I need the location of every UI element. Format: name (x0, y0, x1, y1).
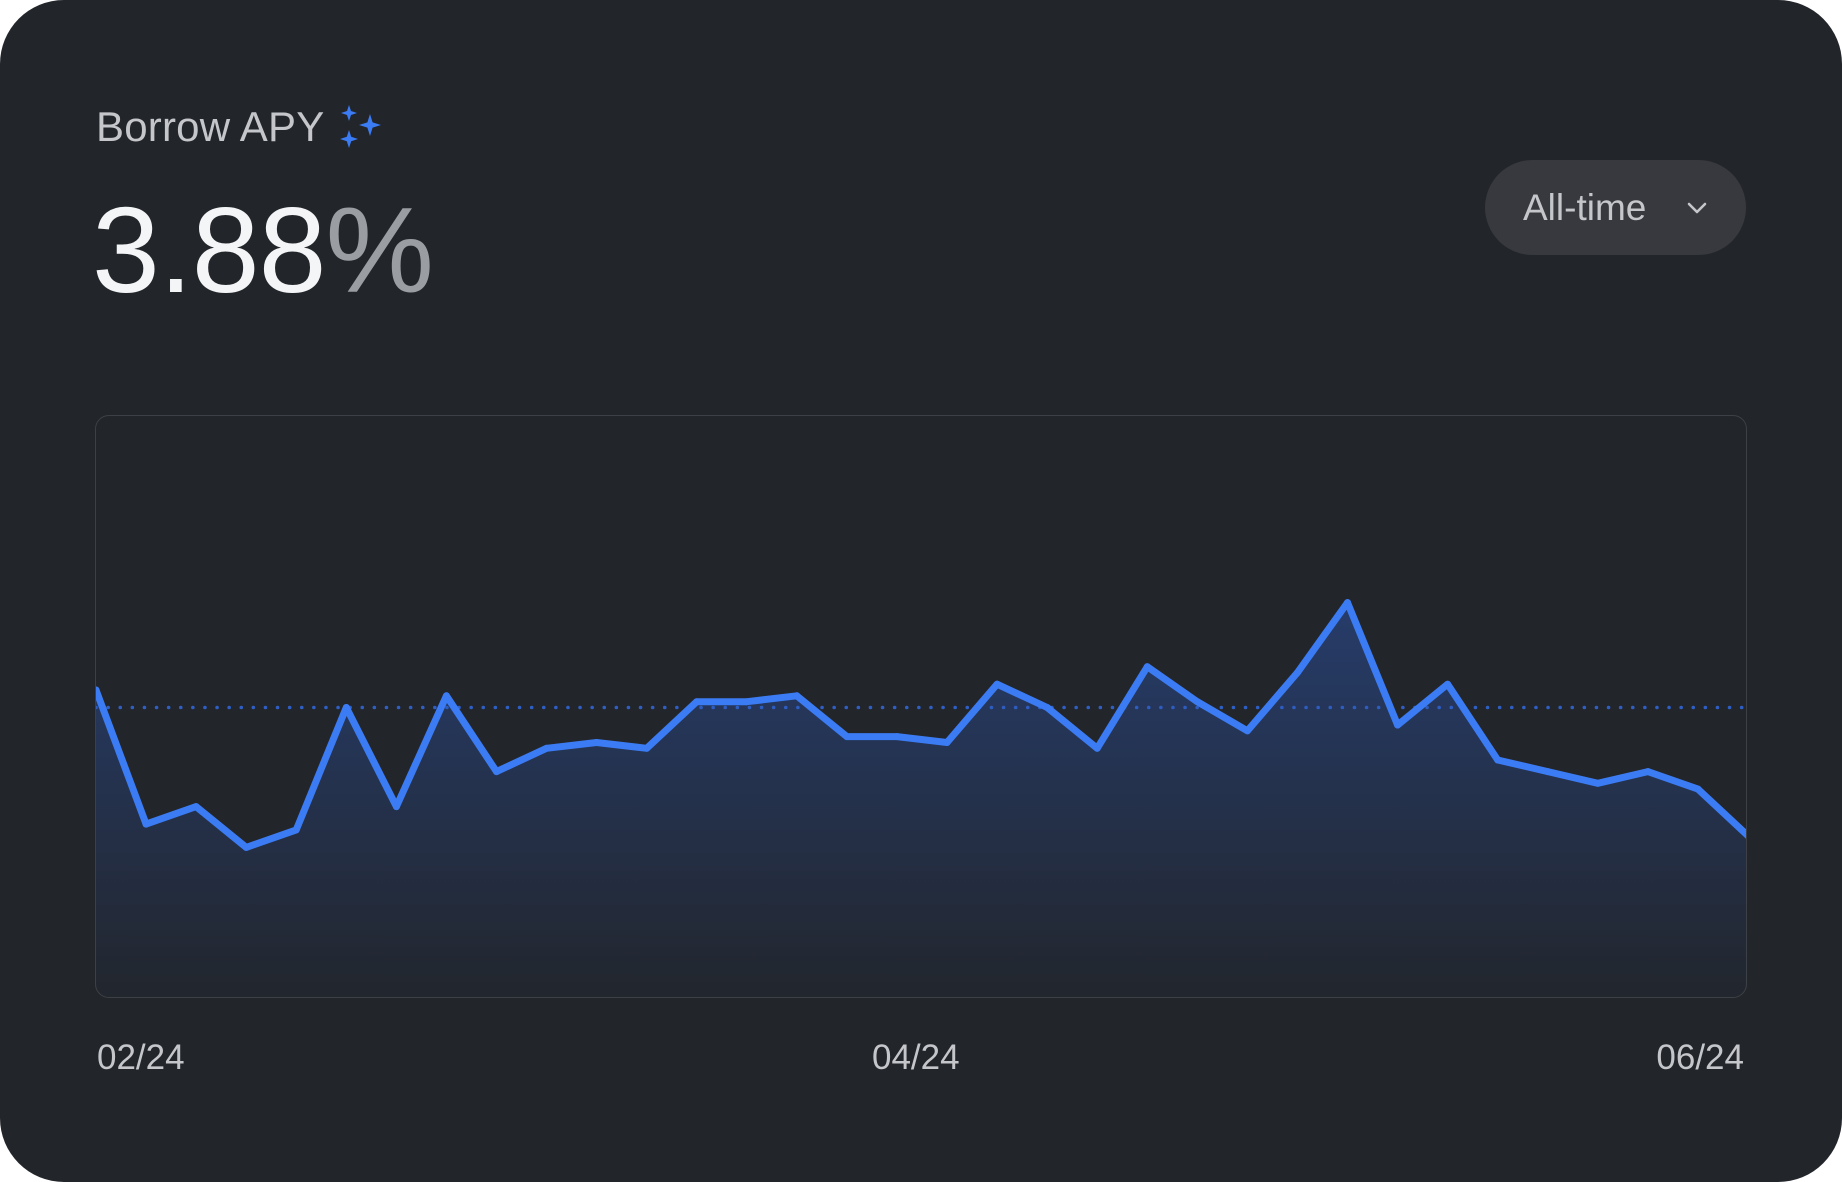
data-point (1294, 669, 1301, 676)
data-point (1544, 768, 1552, 776)
data-point (1494, 756, 1502, 764)
x-tick-label: 04/24 (872, 1038, 960, 1077)
data-point (493, 768, 500, 776)
data-point (142, 820, 150, 828)
data-point (1744, 832, 1746, 839)
data-point (1344, 599, 1351, 607)
series-line (96, 599, 1746, 851)
chevron-down-icon (1687, 202, 1707, 214)
data-point (392, 803, 400, 811)
data-point (793, 692, 801, 700)
data-point (943, 739, 951, 746)
x-tick-label: 06/24 (1656, 1038, 1744, 1077)
data-point (1444, 680, 1452, 688)
time-range-dropdown[interactable]: All-time (1485, 160, 1746, 255)
data-point (593, 739, 601, 746)
data-point (1093, 744, 1101, 752)
data-point (1243, 727, 1251, 735)
card-title: Borrow APY (96, 103, 325, 150)
data-point (993, 680, 1001, 688)
time-range-label: All-time (1523, 187, 1647, 228)
data-point (1193, 698, 1201, 706)
data-point (292, 826, 300, 834)
apy-chart-svg (96, 599, 1746, 997)
x-tick-label: 02/24 (97, 1038, 185, 1077)
data-point (1394, 721, 1402, 729)
series-area (96, 602, 1746, 997)
apy-number: 3.88 (92, 182, 326, 318)
data-point (1143, 663, 1151, 671)
data-point (1694, 785, 1702, 793)
data-point (242, 843, 250, 851)
data-point (442, 692, 450, 700)
sparkle-icon (340, 105, 382, 148)
data-point (543, 744, 550, 752)
card-header: Borrow APY (96, 98, 386, 156)
apy-value: 3.88% (92, 180, 434, 320)
data-point (192, 803, 200, 811)
data-point (96, 686, 100, 694)
data-point (1043, 704, 1051, 711)
apy-chart (95, 415, 1747, 998)
data-point (1644, 768, 1652, 776)
data-point (342, 704, 350, 711)
data-point (643, 744, 651, 752)
data-point (693, 698, 701, 706)
data-point (843, 733, 851, 741)
apy-unit: % (325, 182, 433, 318)
data-point (1594, 779, 1602, 787)
data-point (893, 733, 901, 741)
data-point (743, 698, 751, 706)
